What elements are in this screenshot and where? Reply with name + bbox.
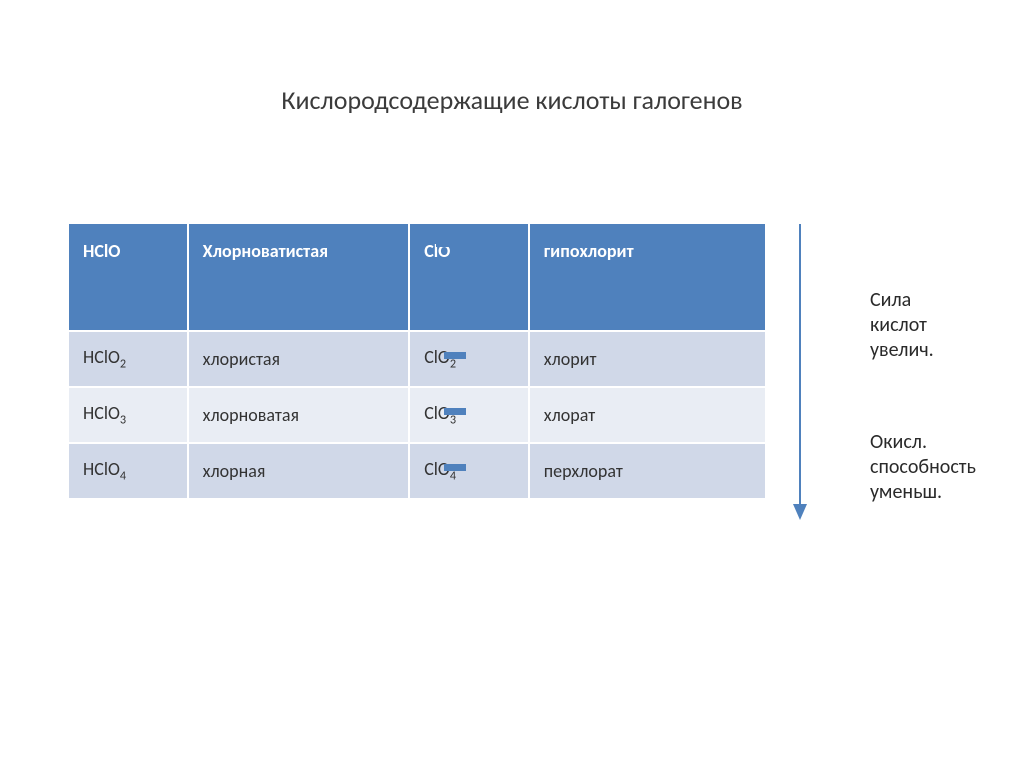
cell-anion: ClO2 (409, 331, 529, 387)
anion-sub: 3 (450, 413, 456, 428)
anion-sub: 2 (450, 357, 456, 372)
side-note-line: Сила (870, 288, 911, 312)
cell-formula: HClO4 (68, 443, 188, 499)
table-header-row: HClO Хлорноватистая ClO гипохлорит (68, 223, 766, 331)
formula-base: HClO (83, 402, 120, 424)
th-acid-name: Хлорноватистая (188, 223, 410, 331)
side-note-line: способность (870, 455, 976, 479)
acids-table: HClO Хлорноватистая ClO гипохлорит HClO2… (67, 222, 767, 500)
cell-salt-name: хлорит (529, 331, 766, 387)
table-row: HClO2 хлористая ClO2 хлорит (68, 331, 766, 387)
cell-acid-name: хлорноватая (188, 387, 410, 443)
cell-formula: HClO2 (68, 331, 188, 387)
formula-sub: 3 (120, 413, 126, 428)
cell-acid-name: хлористая (188, 331, 410, 387)
overlay-bar-icon (444, 464, 466, 471)
th-anion: ClO (409, 223, 529, 331)
side-note-line: уменьш. (870, 480, 942, 504)
th-formula-text: HClO (83, 240, 120, 262)
overlay-bar-icon (436, 240, 458, 247)
arrow-down-icon (789, 222, 811, 520)
page-title: Кислородсодержащие кислоты галогенов (0, 84, 1024, 116)
table-row: HClO3 хлорноватая ClO3 хлорат (68, 387, 766, 443)
formula-sub: 2 (120, 357, 126, 372)
th-formula: HClO (68, 223, 188, 331)
overlay-bar-icon (444, 408, 466, 415)
formula-base: HClO (83, 346, 120, 368)
cell-salt-name: перхлорат (529, 443, 766, 499)
formula-sub: 4 (120, 469, 126, 484)
cell-formula: HClO3 (68, 387, 188, 443)
cell-acid-name: хлорная (188, 443, 410, 499)
anion-sub: 4 (450, 469, 456, 484)
cell-salt-name: хлорат (529, 387, 766, 443)
side-note-line: Окисл. (870, 430, 927, 454)
cell-anion: ClO3 (409, 387, 529, 443)
side-note-line: кислот (870, 313, 927, 337)
overlay-bar-icon (444, 352, 466, 359)
side-note-oxidation: Окисл. способность уменьш. (870, 430, 976, 505)
cell-anion: ClO4 (409, 443, 529, 499)
table-row: HClO4 хлорная ClO4 перхлорат (68, 443, 766, 499)
formula-base: HClO (83, 458, 120, 480)
side-note-strength: Сила кислот увелич. (870, 288, 934, 363)
th-salt-name: гипохлорит (529, 223, 766, 331)
side-note-line: увелич. (870, 338, 934, 362)
